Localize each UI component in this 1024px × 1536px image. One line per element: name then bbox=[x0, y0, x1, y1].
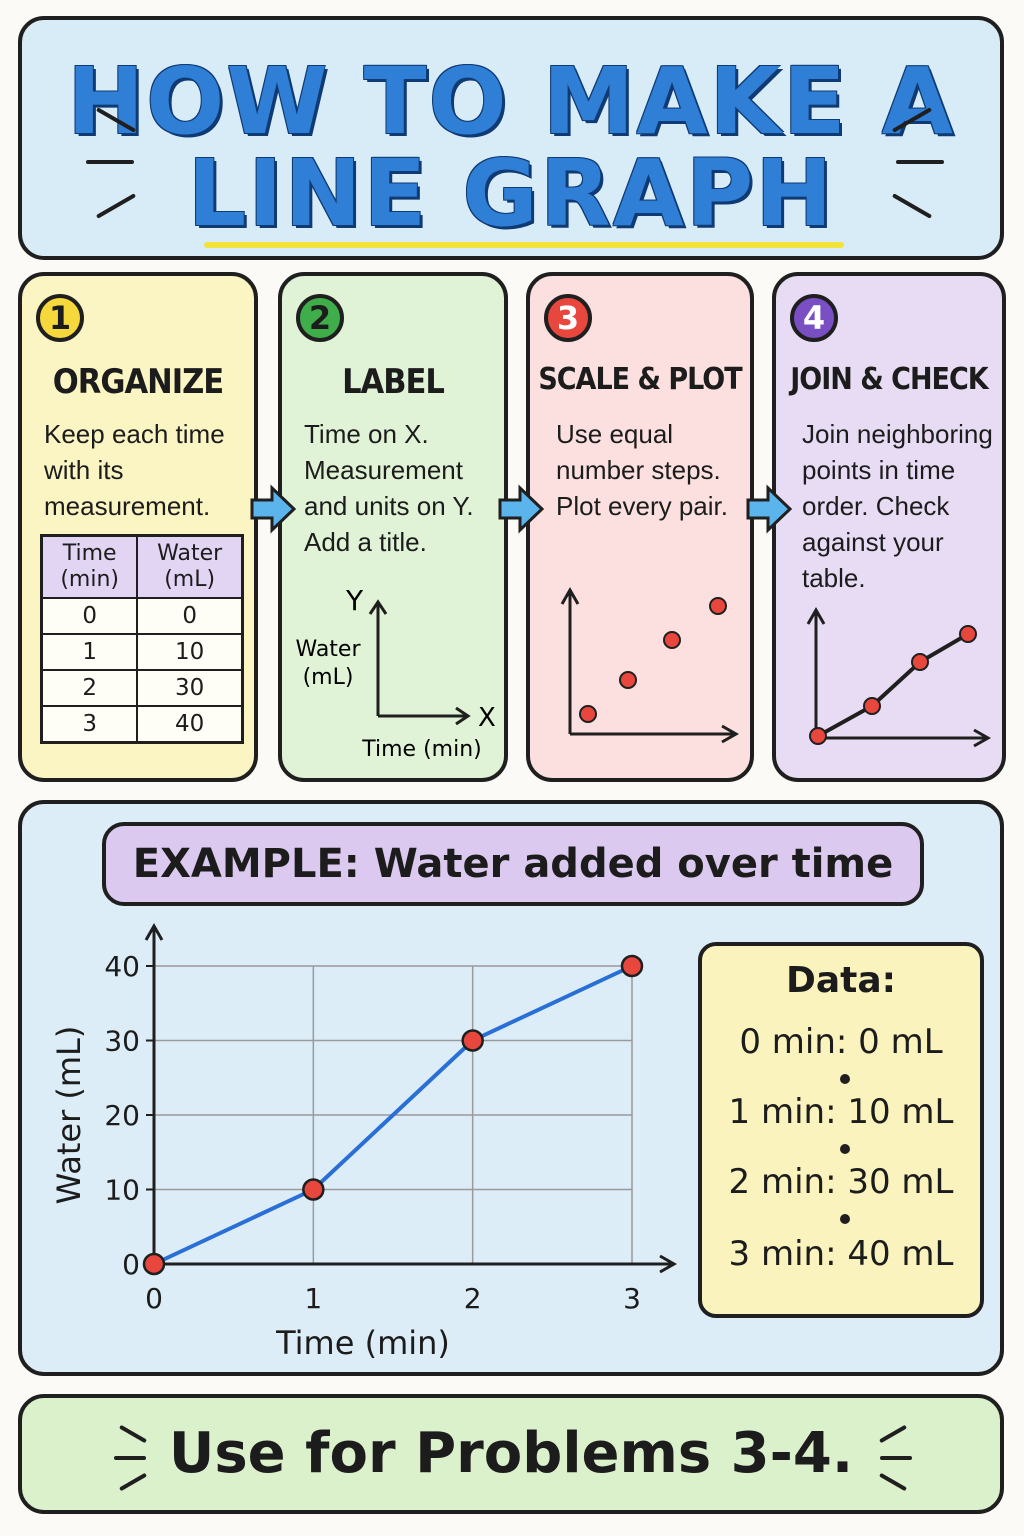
step-description: Use equal number steps. Plot every pair. bbox=[556, 419, 728, 521]
line-sketch bbox=[806, 606, 992, 748]
data-point bbox=[302, 1178, 325, 1201]
table-cell: 2 bbox=[40, 669, 139, 707]
data-line: 2 min: 30 mL bbox=[728, 1162, 954, 1202]
burst-line bbox=[114, 1456, 146, 1460]
step-join-check-card: 4 JOIN & CHECK Join neighboring points i… bbox=[772, 272, 1006, 782]
sketch-point bbox=[959, 625, 977, 643]
sketch-point bbox=[863, 697, 881, 715]
sketch-point bbox=[663, 631, 681, 649]
data-point bbox=[620, 954, 644, 978]
table-row: 3 40 bbox=[40, 705, 244, 744]
table-cell: 0 bbox=[40, 597, 139, 635]
y-tick-label: 20 bbox=[104, 1099, 140, 1132]
data-box: Data: 0 min: 0 mL 1 min: 10 mL 2 min: 30… bbox=[698, 942, 984, 1318]
arrow-right-icon bbox=[498, 484, 545, 534]
table-cell: 10 bbox=[136, 633, 244, 671]
step-scale-plot-card: 3 SCALE & PLOT Use equal number steps. P… bbox=[526, 272, 754, 782]
title-line-2: LINE GRAPH bbox=[187, 140, 835, 247]
table-row: 1 10 bbox=[40, 633, 244, 671]
x-tick-label: 1 bbox=[304, 1282, 322, 1315]
sketch-point bbox=[911, 653, 929, 671]
title-panel: HOW TO MAKE A LINE GRAPH bbox=[18, 16, 1004, 260]
x-tick-label: 3 bbox=[623, 1282, 641, 1315]
title-underline bbox=[204, 242, 844, 248]
scatter-sketch bbox=[560, 586, 740, 744]
step-label-card: 2 LABEL Time on X. Measurement and units… bbox=[278, 272, 508, 782]
arrow-right-icon bbox=[746, 484, 793, 534]
x-axis-arrowhead bbox=[659, 1254, 678, 1274]
step-description: Keep each time with its measurement. bbox=[44, 419, 225, 521]
separator-dot bbox=[840, 1144, 850, 1154]
data-point bbox=[461, 1029, 484, 1052]
step-number-badge: 1 bbox=[36, 294, 84, 342]
table-cell: 40 bbox=[136, 705, 244, 744]
step-title: SCALE & PLOT bbox=[538, 362, 742, 397]
burst-line bbox=[880, 1456, 912, 1460]
table-header: Water (mL) bbox=[136, 534, 244, 599]
x-axis-letter: X bbox=[478, 703, 496, 733]
sketch-point bbox=[619, 671, 637, 689]
data-line: 1 min: 10 mL bbox=[728, 1092, 954, 1132]
data-line: 0 min: 0 mL bbox=[739, 1022, 943, 1062]
step-description: Join neighboring points in time order. C… bbox=[802, 419, 993, 593]
y-axis-letter: Y bbox=[345, 584, 364, 617]
title-line-1: HOW TO MAKE A bbox=[67, 48, 955, 155]
x-tick-label: 0 bbox=[145, 1282, 163, 1315]
table-header-row: Time (min) Water (mL) bbox=[40, 534, 244, 599]
y-label-line1: Water bbox=[295, 637, 361, 662]
sketch-point bbox=[709, 597, 727, 615]
data-point bbox=[142, 1252, 166, 1276]
y-axis-arrowhead bbox=[144, 922, 164, 941]
separator-dot bbox=[840, 1214, 850, 1224]
step-number-badge: 2 bbox=[296, 294, 344, 342]
example-panel: EXAMPLE: Water added over time 0 10 20 30 40… bbox=[18, 800, 1004, 1376]
table-header: Time (min) bbox=[40, 534, 139, 599]
footer-panel: Use for Problems 3-4. bbox=[18, 1394, 1004, 1514]
y-label-line2: (mL) bbox=[303, 665, 354, 690]
sketch-point bbox=[809, 727, 827, 745]
footer-text: Use for Problems 3-4. bbox=[168, 1421, 854, 1486]
step-title: JOIN & CHECK bbox=[790, 362, 988, 397]
separator-dot bbox=[840, 1074, 850, 1084]
data-line: 3 min: 40 mL bbox=[728, 1234, 954, 1274]
step-description: Time on X. Measurement and units on Y. A… bbox=[304, 419, 474, 557]
axes-sketch: Y X Water (mL) Time (min) bbox=[295, 584, 496, 762]
y-tick-label: 0 bbox=[122, 1248, 140, 1281]
table-cell: 30 bbox=[136, 669, 244, 707]
y-tick-label: 30 bbox=[104, 1025, 140, 1058]
example-line-chart: 0 10 20 30 40 0 1 2 3 Time (min) Water (mL) bbox=[50, 922, 678, 1362]
x-axis-label: Time (min) bbox=[275, 1324, 450, 1362]
step-number-badge: 4 bbox=[790, 294, 838, 342]
y-axis-label: Water (mL) bbox=[50, 1026, 88, 1205]
data-box-title: Data: bbox=[785, 960, 897, 1001]
burst-line bbox=[896, 160, 944, 164]
data-line-series bbox=[153, 964, 633, 1266]
x-label: Time (min) bbox=[361, 737, 482, 762]
burst-line bbox=[86, 160, 134, 164]
sketch-point bbox=[579, 705, 597, 723]
table-row: 2 30 bbox=[40, 669, 244, 707]
arrow-right-icon bbox=[250, 484, 297, 534]
y-tick-label: 10 bbox=[104, 1174, 140, 1207]
x-tick-label: 2 bbox=[464, 1282, 482, 1315]
step-title: LABEL bbox=[342, 362, 445, 402]
table-cell: 3 bbox=[40, 705, 139, 744]
table-cell: 0 bbox=[136, 597, 244, 635]
table-cell: 1 bbox=[40, 633, 139, 671]
step-number-badge: 3 bbox=[544, 294, 592, 342]
step-organize-card: 1 ORGANIZE Keep each time with its measu… bbox=[18, 272, 258, 782]
y-tick-label: 40 bbox=[104, 950, 140, 983]
step-title: ORGANIZE bbox=[52, 362, 224, 402]
example-banner: EXAMPLE: Water added over time bbox=[102, 822, 924, 906]
